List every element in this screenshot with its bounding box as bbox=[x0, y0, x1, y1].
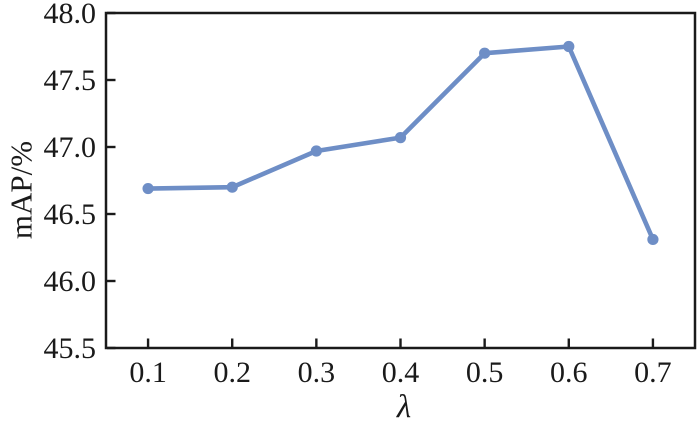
y-tick-label: 48.0 bbox=[44, 0, 97, 30]
data-point bbox=[394, 132, 407, 144]
x-tick-label: 0.6 bbox=[550, 356, 588, 389]
x-tick-label: 0.7 bbox=[634, 356, 672, 389]
y-tick-label: 47.5 bbox=[44, 64, 97, 97]
data-point bbox=[647, 233, 659, 246]
data-point bbox=[563, 40, 575, 53]
x-axis-ticks: 0.1 0.2 0.3 0.4 0.5 0.6 0.7 bbox=[129, 338, 672, 389]
data-point bbox=[310, 145, 322, 157]
x-tick-label: 0.1 bbox=[129, 356, 167, 389]
y-tick-label: 47.0 bbox=[44, 131, 97, 164]
data-series bbox=[142, 40, 659, 246]
y-tick-label: 46.0 bbox=[44, 265, 97, 298]
y-tick-label: 46.5 bbox=[44, 198, 97, 231]
data-point bbox=[142, 182, 154, 195]
x-tick-label: 0.2 bbox=[213, 356, 251, 389]
x-tick-label: 0.4 bbox=[382, 356, 420, 389]
x-axis-title: λ bbox=[396, 389, 411, 425]
data-point bbox=[226, 181, 238, 193]
y-axis-title: mAP/% bbox=[4, 141, 39, 239]
y-axis-ticks: 45.5 46.0 46.5 47.0 47.5 48.0 bbox=[44, 0, 116, 365]
y-tick-label: 45.5 bbox=[44, 332, 97, 365]
x-tick-label: 0.5 bbox=[466, 356, 504, 389]
plot-border bbox=[104, 11, 697, 350]
x-tick-label: 0.3 bbox=[298, 356, 336, 389]
data-point bbox=[479, 47, 491, 59]
